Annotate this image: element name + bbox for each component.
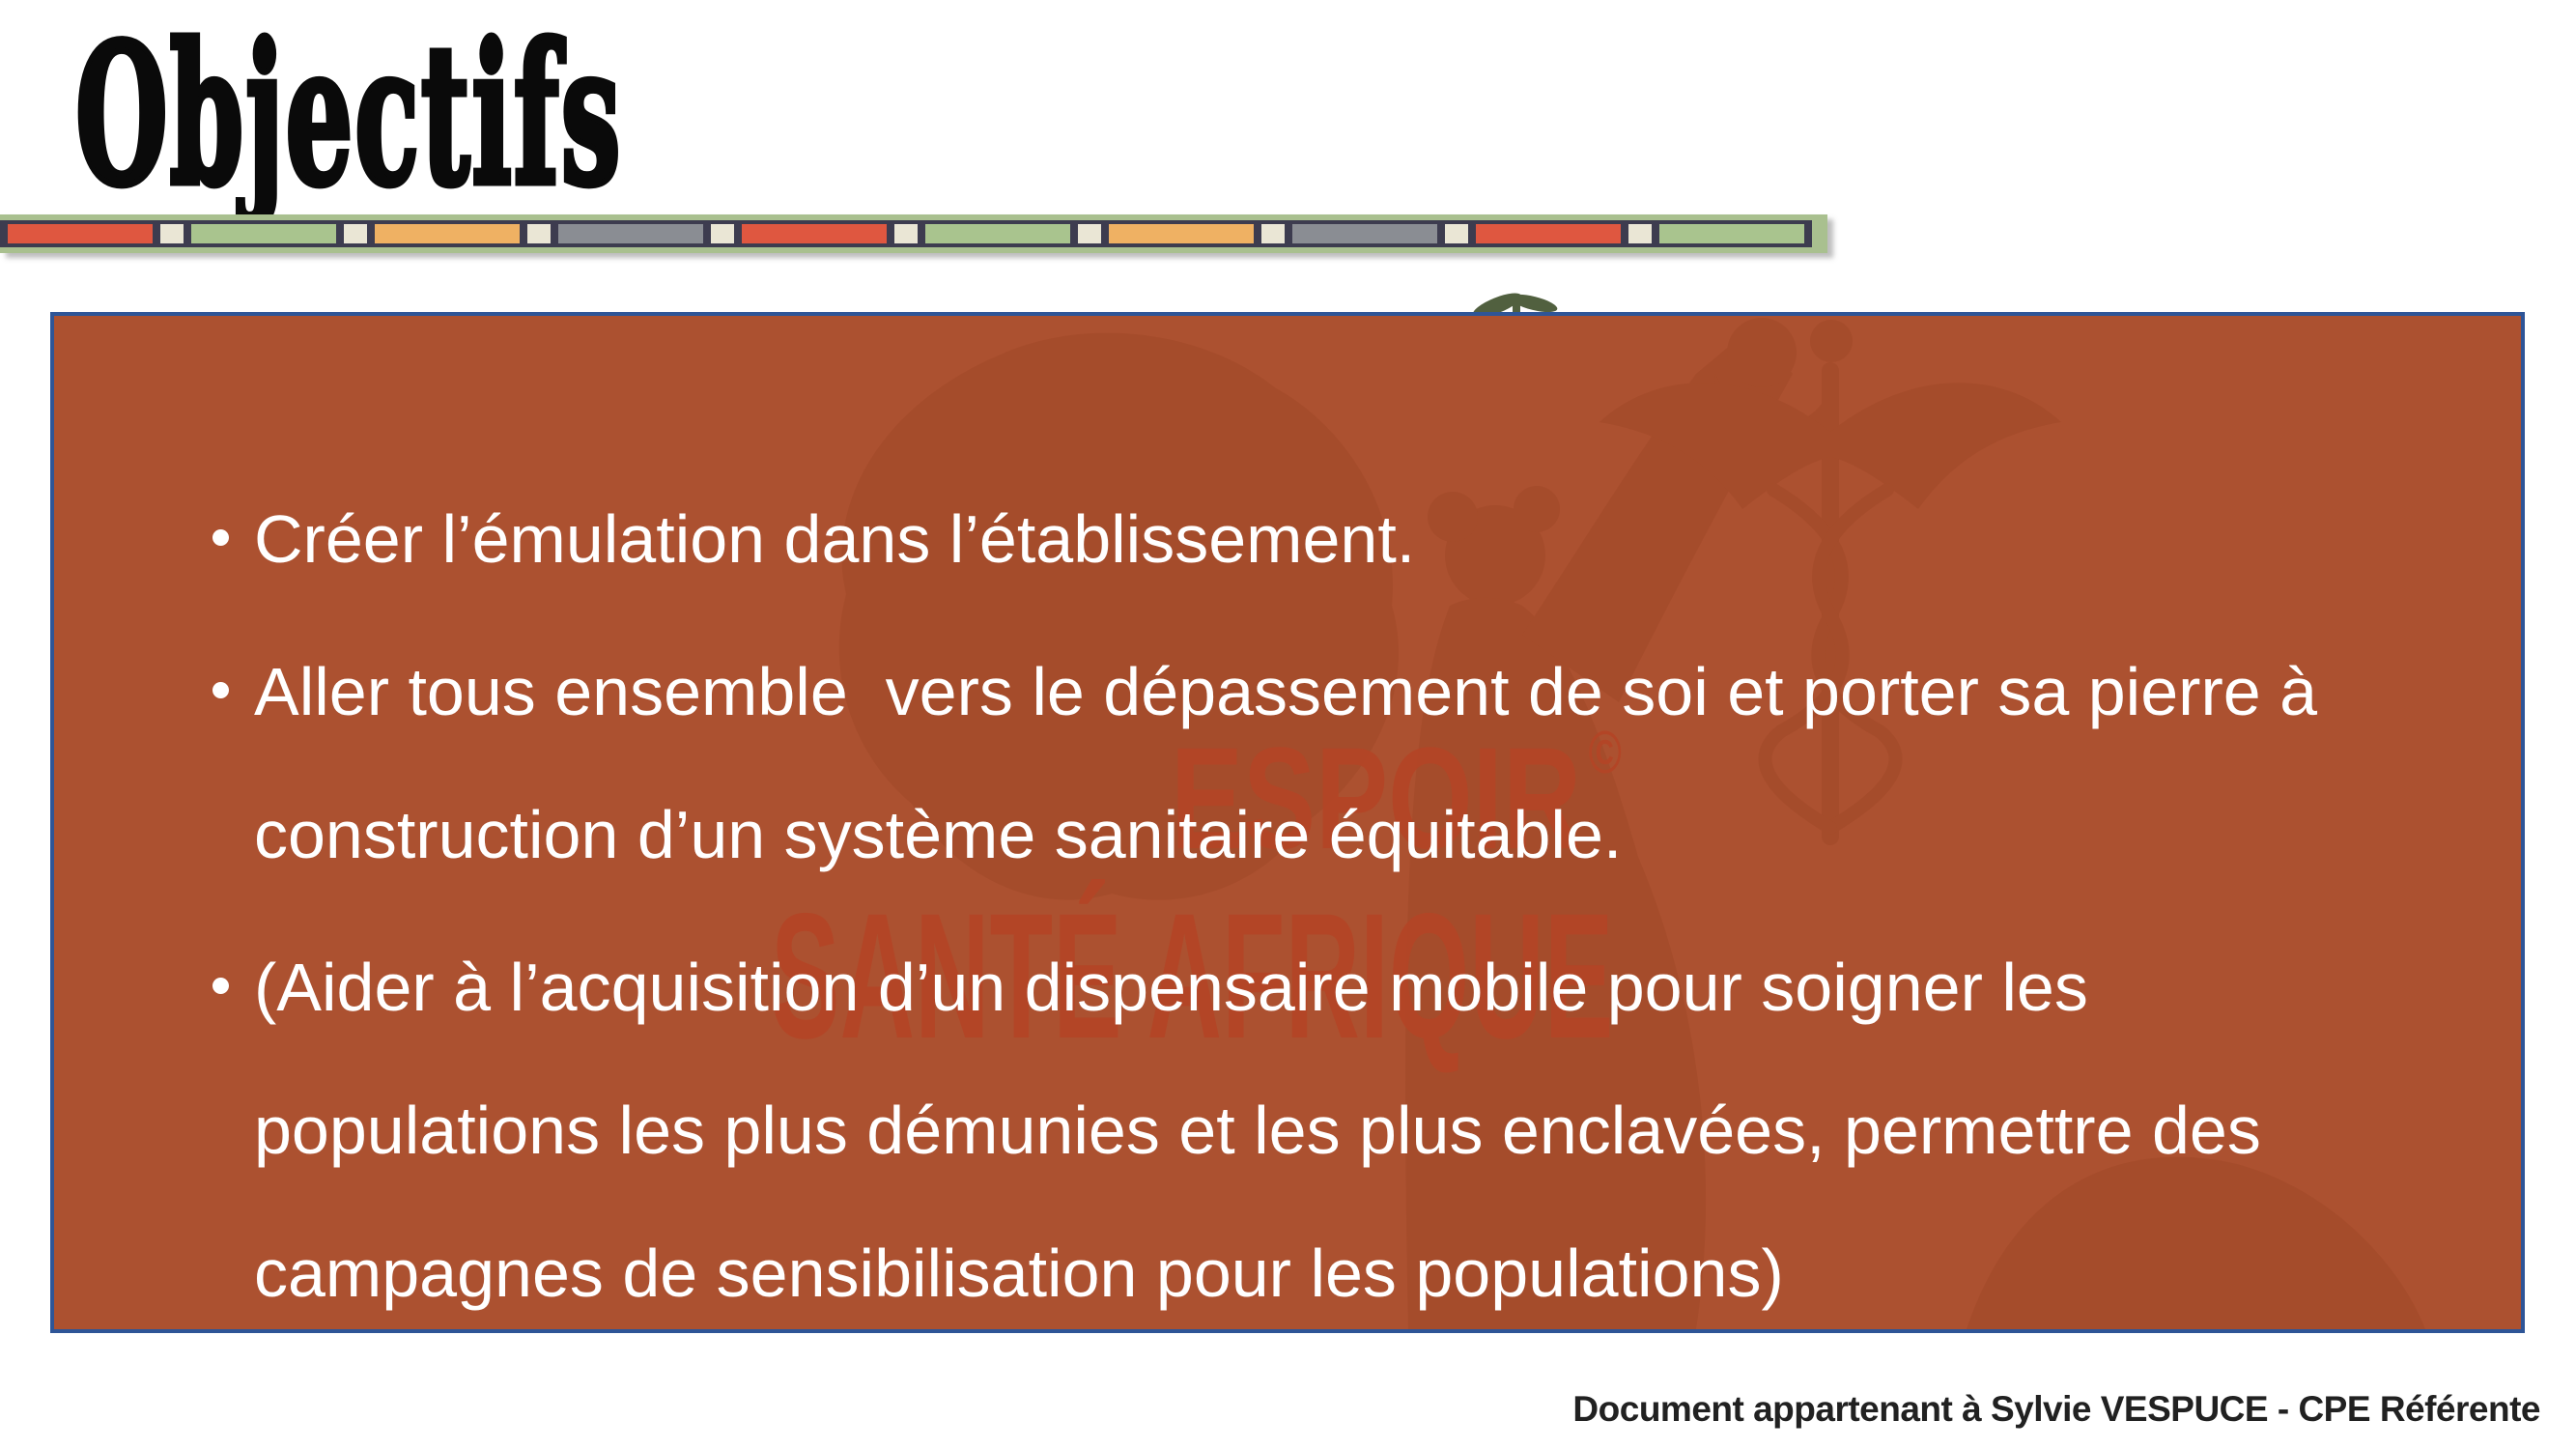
footer-credit: Document appartenant à Sylvie VESPUCE - … bbox=[1572, 1389, 2540, 1429]
page-title: Objectifs bbox=[73, 2, 623, 229]
decorative-band bbox=[0, 214, 1827, 253]
decorative-band-mosaic bbox=[0, 220, 1812, 247]
bullet-item: Aller tous ensemble vers le dépassement … bbox=[211, 620, 2393, 906]
band-segment bbox=[1476, 224, 1621, 243]
band-segment bbox=[1445, 224, 1468, 243]
band-segment bbox=[742, 224, 887, 243]
band-segment bbox=[1628, 224, 1652, 243]
bullet-item: Créer l’émulation dans l’établissement. bbox=[211, 468, 2393, 611]
band-segment bbox=[711, 224, 734, 243]
band-segment bbox=[1078, 224, 1101, 243]
band-segment bbox=[160, 224, 184, 243]
caduceus-icon bbox=[1810, 320, 1853, 362]
band-segment bbox=[894, 224, 918, 243]
watermark-sante-afrique: SANTÉ AFRIQUE bbox=[771, 877, 1614, 1076]
watermark-espoir: ESPOIR © bbox=[1171, 717, 1622, 879]
band-segment bbox=[1109, 224, 1254, 243]
band-segment bbox=[1292, 224, 1437, 243]
africa-map-icon bbox=[838, 332, 1399, 900]
sprout-icon bbox=[1468, 290, 1569, 320]
band-segment bbox=[375, 224, 520, 243]
content-box: ESPOIR© SANTÉ AFRIQUE « AUCUN DE NOUS, E… bbox=[50, 312, 2525, 1333]
band-segment bbox=[191, 224, 336, 243]
logo-watermark bbox=[838, 318, 2425, 1329]
band-segment bbox=[8, 224, 153, 243]
bullet-item: (Aider à l’acquisition d’un dispensaire … bbox=[211, 916, 2393, 1329]
band-segment bbox=[1261, 224, 1285, 243]
band-segment bbox=[1659, 224, 1804, 243]
band-segment bbox=[925, 224, 1070, 243]
bullet-list: Créer l’émulation dans l’établissement. A… bbox=[211, 468, 2393, 1329]
copyright-mark: © bbox=[1588, 720, 1622, 786]
band-segment bbox=[558, 224, 703, 243]
band-segment bbox=[344, 224, 367, 243]
band-segment bbox=[527, 224, 551, 243]
